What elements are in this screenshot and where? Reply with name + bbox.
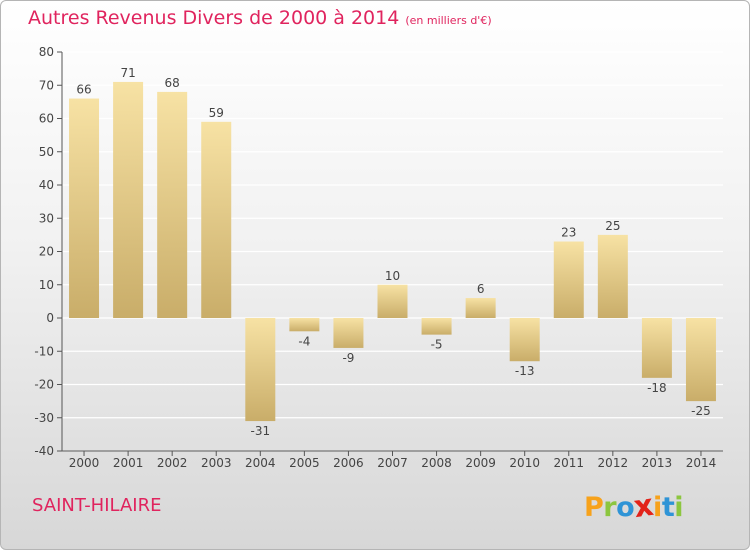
bar-2010 [509,318,540,362]
x-tick-label: 2007 [377,456,408,470]
bar-2000 [69,98,100,318]
proxiti-logo: Proxiti [584,487,683,526]
data-labels: 66 71 68 59 -31 -4 -9 10 -5 6 -13 23 25 -18 -25 [76,66,710,438]
bar-2005 [289,318,320,332]
x-tick-label: 2014 [686,456,717,470]
bar-2012 [597,234,628,318]
data-label-2000: 66 [76,83,91,97]
y-tick-label: 30 [39,211,54,225]
y-tick-label: -20 [34,378,54,392]
x-tick-label: 2012 [598,456,629,470]
x-tick-label: 2002 [157,456,188,470]
axes: -40 -30 -20 -10 0 10 20 30 40 50 60 70 80 2000 2001 200… [34,45,723,470]
y-tick-label: 40 [39,178,54,192]
x-tick-label: 2001 [113,456,144,470]
bar-2004 [245,318,276,422]
bar-2007 [377,284,408,318]
y-tick-label: 70 [39,78,54,92]
data-label-2002: 68 [165,76,180,90]
bar-2002 [157,91,188,319]
data-label-2007: 10 [385,269,400,283]
location-label: SAINT-HILAIRE [32,495,162,516]
logo-letter: r [603,492,617,523]
bars [69,81,716,422]
bar-2011 [553,241,584,318]
logo-letter: o [616,492,635,523]
y-tick-label: 10 [39,278,54,292]
x-tick-label: 2005 [289,456,320,470]
x-tick-label: 2009 [465,456,496,470]
y-tick-label: -10 [34,344,54,358]
x-tick-label: 2013 [642,456,673,470]
y-tick-label: -30 [34,411,54,425]
bar-2006 [333,318,364,348]
data-label-2012: 25 [605,219,620,233]
data-label-2014: -25 [691,404,711,418]
y-tick-label: 60 [39,112,54,126]
bar-2003 [201,121,232,318]
x-tick-label: 2004 [245,456,276,470]
data-label-2010: -13 [515,364,535,378]
data-label-2013: -18 [647,381,667,395]
data-label-2006: -9 [342,351,354,365]
data-label-2009: 6 [477,282,485,296]
bar-2009 [465,298,496,318]
x-tick-label: 2000 [69,456,100,470]
x-tick-label: 2003 [201,456,232,470]
y-tick-label: -40 [34,444,54,458]
bar-2013 [641,318,672,378]
data-label-2008: -5 [431,338,443,352]
y-tick-label: 20 [39,245,54,259]
data-label-2004: -31 [250,424,270,438]
logo-letter: i [674,492,683,523]
bar-2008 [421,318,452,335]
y-tick-label: 0 [46,311,54,325]
data-label-2001: 71 [120,66,135,80]
data-label-2003: 59 [209,106,224,120]
x-tick-label: 2006 [333,456,364,470]
x-tick-label: 2011 [553,456,584,470]
chart-title-text: Autres Revenus Divers de 2000 à 2014 [28,7,400,29]
data-label-2011: 23 [561,226,576,240]
data-label-2005: -4 [298,334,310,348]
y-tick-label: 50 [39,145,54,159]
logo-letter: i [653,492,662,523]
logo-letter: P [584,492,604,523]
x-tick-label: 2008 [421,456,452,470]
bar-2014 [685,318,716,402]
logo-letter: x [631,487,656,526]
x-tick-label: 2010 [509,456,540,470]
chart-subtitle: (en milliers d'€) [405,14,492,27]
chart-title: Autres Revenus Divers de 2000 à 2014 (en … [28,7,492,29]
logo-letter: t [661,492,675,523]
y-tick-label: 80 [39,45,54,59]
bar-2001 [113,81,144,318]
